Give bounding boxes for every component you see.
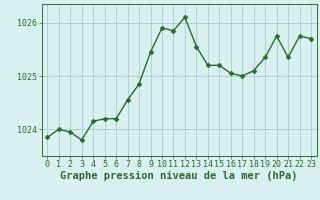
X-axis label: Graphe pression niveau de la mer (hPa): Graphe pression niveau de la mer (hPa) <box>60 171 298 181</box>
